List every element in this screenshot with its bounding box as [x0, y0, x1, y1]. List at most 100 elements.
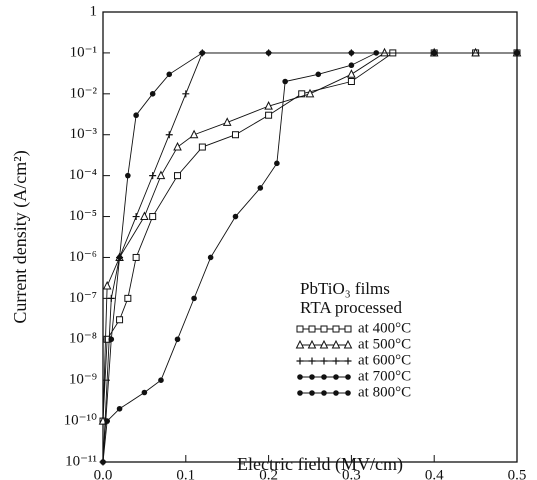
- data-point: [100, 459, 106, 465]
- legend-swatch-marker: [296, 325, 304, 333]
- series-line: [102, 52, 517, 463]
- data-point: [514, 50, 520, 56]
- data-point: [222, 117, 232, 126]
- y-axis-label: Current density (A/cm²): [10, 150, 31, 323]
- data-point: [149, 172, 157, 180]
- x-axis-label: Electric field (MV/cm): [237, 454, 403, 475]
- legend-swatch-marker: [333, 374, 339, 380]
- legend-swatch-marker: [308, 325, 316, 333]
- data-point: [348, 50, 355, 56]
- legend-swatch-marker: [345, 374, 351, 380]
- legend-swatch-marker: [321, 374, 327, 380]
- data-point: [199, 50, 206, 56]
- data-point: [165, 131, 173, 139]
- data-point: [305, 88, 315, 98]
- series-line: [102, 52, 517, 463]
- series-line: [102, 52, 517, 463]
- data-point: [471, 47, 480, 57]
- y-tick-label: 10⁻²: [70, 85, 98, 101]
- data-point: [116, 316, 124, 324]
- data-point: [298, 90, 306, 98]
- data-point: [133, 112, 139, 119]
- data-point: [348, 62, 355, 69]
- legend-swatch-marker: [344, 357, 352, 365]
- data-point: [174, 172, 182, 180]
- legend-swatch-marker: [333, 390, 339, 396]
- data-point: [108, 336, 115, 343]
- y-tick-label: 10⁻¹⁰: [64, 413, 97, 429]
- data-point: [102, 280, 112, 290]
- legend-label: at 500°C: [358, 336, 411, 352]
- data-point: [265, 111, 273, 119]
- data-point: [132, 253, 140, 261]
- legend-swatch-marker: [309, 390, 315, 396]
- legend-title: RTA processed: [300, 298, 402, 317]
- legend-swatch-marker: [308, 357, 316, 365]
- data-point: [373, 50, 380, 56]
- legend-swatch-marker: [307, 339, 317, 349]
- data-point: [158, 377, 164, 383]
- y-tick-label: 10⁻⁶: [69, 249, 97, 265]
- x-tick-label: 0.1: [176, 467, 195, 480]
- series-line: [102, 52, 517, 422]
- x-tick-label: 0.5: [508, 467, 527, 480]
- x-tick-label: 0.2: [259, 467, 278, 480]
- data-point: [189, 129, 199, 139]
- legend-label: at 700°C: [358, 368, 411, 384]
- plot-frame: [102, 11, 518, 463]
- data-point: [231, 131, 239, 139]
- y-tick-label: 10⁻⁴: [69, 167, 97, 183]
- y-tick-label: 10⁻⁸: [69, 331, 97, 347]
- legend-swatch-marker: [295, 339, 305, 349]
- legend-swatch-marker: [321, 390, 327, 396]
- data-point: [149, 213, 157, 221]
- x-tick-label: 0.4: [425, 467, 444, 480]
- data-point: [264, 101, 273, 110]
- y-tick-label: 10⁻¹: [70, 44, 97, 60]
- data-point: [380, 47, 389, 57]
- data-point: [140, 211, 149, 221]
- data-point: [265, 50, 272, 56]
- legend-swatch-marker: [320, 325, 328, 333]
- data-point: [198, 143, 206, 151]
- legend-swatch-marker: [309, 374, 315, 380]
- data-point: [107, 294, 115, 302]
- data-point: [347, 69, 356, 78]
- legend-swatch-marker: [332, 357, 340, 365]
- data-point: [232, 213, 239, 220]
- x-tick-label: 0.0: [94, 467, 113, 480]
- legend-swatch-marker: [344, 325, 352, 333]
- data-point: [149, 91, 156, 97]
- y-tick-label: 10⁻¹¹: [65, 453, 97, 469]
- data-point: [132, 213, 140, 221]
- y-tick-label: 10⁻³: [70, 126, 98, 142]
- data-point: [116, 254, 123, 261]
- y-tick-label: 10⁻⁵: [69, 208, 97, 224]
- legend-label: at 800°C: [358, 384, 411, 400]
- legend-swatch-marker: [296, 357, 304, 365]
- legend-swatch-marker: [343, 339, 353, 349]
- data-point: [141, 389, 148, 396]
- series-line: [102, 52, 517, 422]
- data-point: [124, 294, 132, 302]
- legend-swatch-marker: [319, 339, 329, 349]
- legend-swatch-marker: [345, 390, 351, 396]
- legend-swatch-marker: [332, 325, 340, 333]
- data-point: [431, 50, 438, 56]
- x-tick-label: 0.3: [342, 467, 361, 480]
- y-tick-label: 1: [90, 3, 98, 19]
- legend-swatch-marker: [297, 390, 303, 396]
- data-point: [182, 90, 190, 98]
- legend-swatch-marker: [331, 339, 341, 349]
- legend-swatch-marker: [320, 357, 328, 365]
- legend-label: at 400°C: [358, 320, 411, 336]
- data-point: [116, 405, 123, 412]
- y-tick-label: 10⁻⁹: [69, 372, 97, 388]
- data-point: [257, 185, 264, 191]
- data-point: [207, 254, 214, 261]
- data-point: [315, 71, 322, 78]
- legend-swatch-marker: [297, 374, 303, 380]
- data-point: [191, 295, 197, 302]
- legend-title: PbTiO₃ films: [300, 279, 390, 298]
